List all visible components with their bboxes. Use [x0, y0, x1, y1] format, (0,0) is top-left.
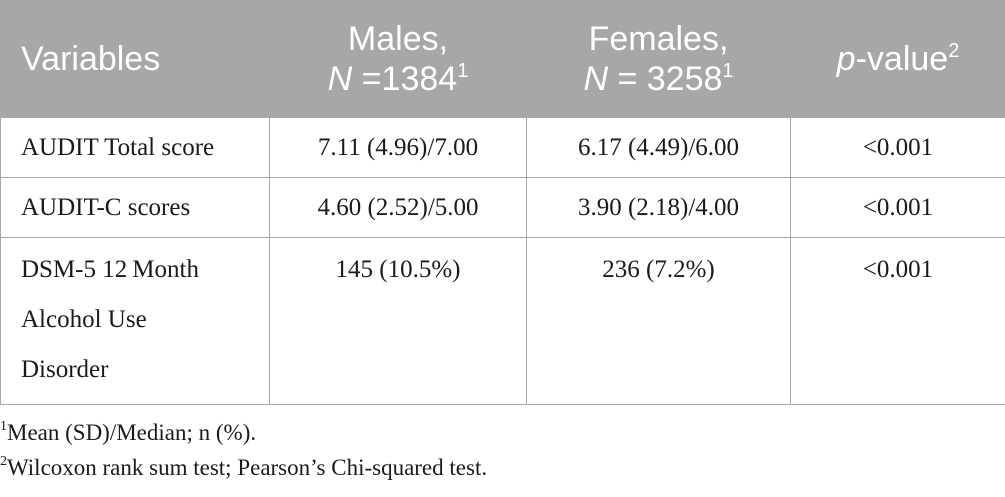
header-females: Females, N = 32581	[526, 0, 791, 118]
row-p-value: <0.001	[790, 237, 1005, 405]
footnote-2: 2Wilcoxon rank sum test; Pearson’s Chi-s…	[0, 455, 487, 481]
header-females-footnote-mark: 1	[722, 60, 734, 82]
table-row: AUDIT-C scores 4.60 (2.52)/5.00 3.90 (2.…	[0, 177, 1005, 238]
data-table: Variables Males, N =13841 Females, N = 3…	[0, 0, 1005, 405]
row-variable: AUDIT-C scores	[0, 177, 270, 238]
header-males-footnote-mark: 1	[457, 60, 469, 82]
row-p-value: <0.001	[790, 177, 1005, 238]
row-females-value: 3.90 (2.18)/4.00	[526, 177, 791, 238]
row-females-value: 236 (7.2%)	[526, 237, 791, 405]
row-variable: DSM-5 12 Month Alcohol Use Disorder	[0, 237, 270, 405]
table-row: DSM-5 12 Month Alcohol Use Disorder 145 …	[0, 237, 1005, 405]
header-males-n-value: =1384	[352, 60, 458, 98]
header-variables-text: Variables	[21, 40, 161, 78]
header-females-n-letter: N	[583, 60, 609, 98]
header-pvalue-rest: -value	[855, 40, 949, 78]
row-males-value: 7.11 (4.96)/7.00	[269, 117, 527, 178]
footnote-text: Mean (SD)/Median; n (%).	[7, 420, 257, 445]
row-males-value: 145 (10.5%)	[269, 237, 527, 405]
header-males: Males, N =13841	[269, 0, 527, 118]
header-females-n-value: = 3258	[608, 60, 723, 98]
header-row: Variables Males, N =13841 Females, N = 3…	[0, 0, 1005, 118]
row-females-value: 6.17 (4.49)/6.00	[526, 117, 791, 178]
header-pvalue: p-value2	[790, 0, 1005, 118]
row-variable-line: DSM-5 12 Month	[21, 256, 199, 283]
row-variable-line: Alcohol Use	[21, 306, 147, 333]
header-variables: Variables	[0, 0, 270, 118]
footnote-text: Wilcoxon rank sum test; Pearson’s Chi-sq…	[7, 455, 488, 480]
row-p-value: <0.001	[790, 117, 1005, 178]
header-males-n-letter: N	[327, 60, 353, 98]
row-males-value: 4.60 (2.52)/5.00	[269, 177, 527, 238]
header-females-label: Females,	[588, 20, 729, 58]
header-pvalue-p: p	[836, 40, 856, 78]
header-pvalue-footnote-mark: 2	[948, 40, 960, 62]
footnote-1: 1Mean (SD)/Median; n (%).	[0, 420, 256, 446]
footnote-mark: 2	[0, 454, 7, 469]
row-variable-line: Disorder	[21, 356, 109, 383]
header-males-label: Males,	[347, 20, 449, 58]
table-row: AUDIT Total score 7.11 (4.96)/7.00 6.17 …	[0, 117, 1005, 178]
footnote-mark: 1	[0, 419, 7, 434]
row-variable: AUDIT Total score	[0, 117, 270, 178]
